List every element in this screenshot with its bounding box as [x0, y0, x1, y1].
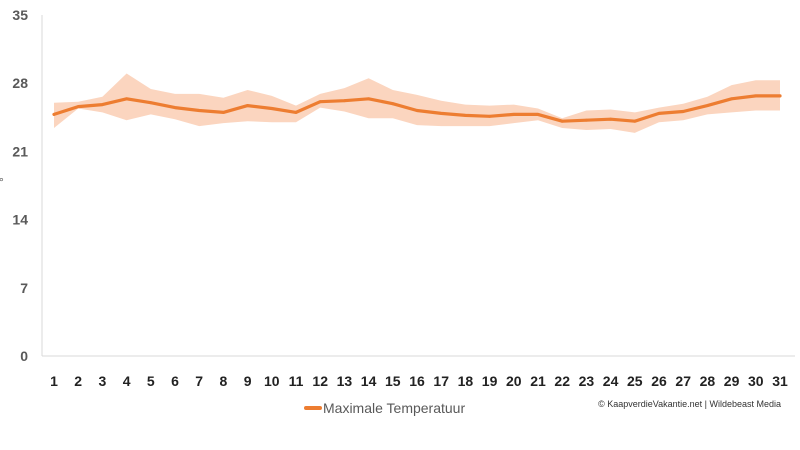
x-tick-labels: 1 2 3 4 5 6 7 8 9 10 11 12 13 14 15 16 17 18 19 20 21 22 23 24 2… [50, 373, 788, 389]
y-tick-label: 35 [12, 7, 28, 23]
x-tick-label: 14 [361, 373, 377, 389]
x-tick-label: 24 [603, 373, 619, 389]
legend: Maximale Temperatuur [304, 400, 465, 416]
data-point [706, 104, 709, 107]
data-point [488, 114, 491, 118]
y-tick-label: 7 [20, 280, 28, 296]
y-axis-label: ° [0, 175, 4, 189]
x-tick-label: 3 [99, 373, 107, 389]
x-tick-label: 9 [244, 373, 252, 389]
y-tick-label: 21 [12, 143, 28, 159]
data-point [512, 113, 516, 116]
x-tick-label: 19 [482, 373, 498, 389]
x-tick-label: 1 [50, 373, 58, 389]
data-point [657, 112, 661, 115]
x-tick-label: 25 [627, 373, 643, 389]
x-tick-label: 31 [772, 373, 788, 389]
x-tick-label: 11 [289, 373, 304, 389]
x-tick-label: 8 [220, 373, 228, 389]
data-point [681, 110, 685, 113]
range-band-area [54, 73, 780, 133]
legend-label: Maximale Temperatuur [323, 400, 465, 416]
x-tick-label: 12 [312, 373, 328, 389]
x-tick-label: 16 [409, 373, 425, 389]
x-tick-label: 28 [700, 373, 716, 389]
data-point [754, 94, 758, 98]
y-tick-label: 14 [12, 212, 28, 228]
x-tick-label: 6 [171, 373, 179, 389]
data-point [778, 94, 782, 98]
data-point [367, 97, 370, 101]
series-line-group [52, 94, 782, 123]
x-tick-label: 23 [579, 373, 595, 389]
x-tick-label: 15 [385, 373, 401, 389]
data-point [318, 100, 322, 104]
x-tick-label: 17 [433, 373, 449, 389]
data-point [222, 111, 225, 114]
x-tick-label: 5 [147, 373, 155, 389]
x-tick-label: 13 [337, 373, 353, 389]
data-point [294, 111, 298, 114]
x-tick-label: 29 [724, 373, 740, 389]
data-point [149, 101, 153, 105]
x-tick-label: 18 [458, 373, 474, 389]
copyright-credit: © KaapverdieVakantie.net | Wildebeast Me… [598, 399, 781, 409]
temperature-range-band [54, 73, 780, 133]
axes [41, 15, 795, 357]
y-tick-labels: 0 7 14 21 28 35 [12, 7, 28, 364]
y-tick-label: 28 [12, 75, 28, 91]
data-point [101, 103, 104, 106]
data-point [536, 113, 540, 116]
x-tick-label: 20 [506, 373, 522, 389]
data-point [609, 117, 612, 121]
data-point [270, 107, 274, 110]
y-tick-label: 0 [20, 348, 28, 364]
x-tick-label: 2 [74, 373, 82, 389]
data-point [246, 104, 250, 107]
data-point [730, 97, 733, 101]
x-tick-label: 27 [675, 373, 691, 389]
x-tick-label: 21 [530, 373, 546, 389]
x-tick-label: 26 [651, 373, 667, 389]
data-point [464, 114, 467, 117]
data-point [343, 99, 346, 103]
x-tick-label: 4 [123, 373, 131, 389]
data-point [560, 119, 564, 123]
data-point [173, 106, 177, 109]
x-tick-label: 7 [195, 373, 203, 389]
x-tick-label: 10 [264, 373, 280, 389]
data-point [415, 109, 419, 112]
data-point [125, 97, 128, 101]
x-tick-label: 22 [554, 373, 570, 389]
data-point [633, 119, 637, 123]
x-tick-label: 30 [748, 373, 764, 389]
data-point [76, 105, 80, 108]
data-point [52, 113, 56, 116]
data-point [391, 102, 395, 106]
data-point [439, 112, 443, 115]
data-point [585, 118, 588, 122]
data-point [197, 109, 201, 112]
